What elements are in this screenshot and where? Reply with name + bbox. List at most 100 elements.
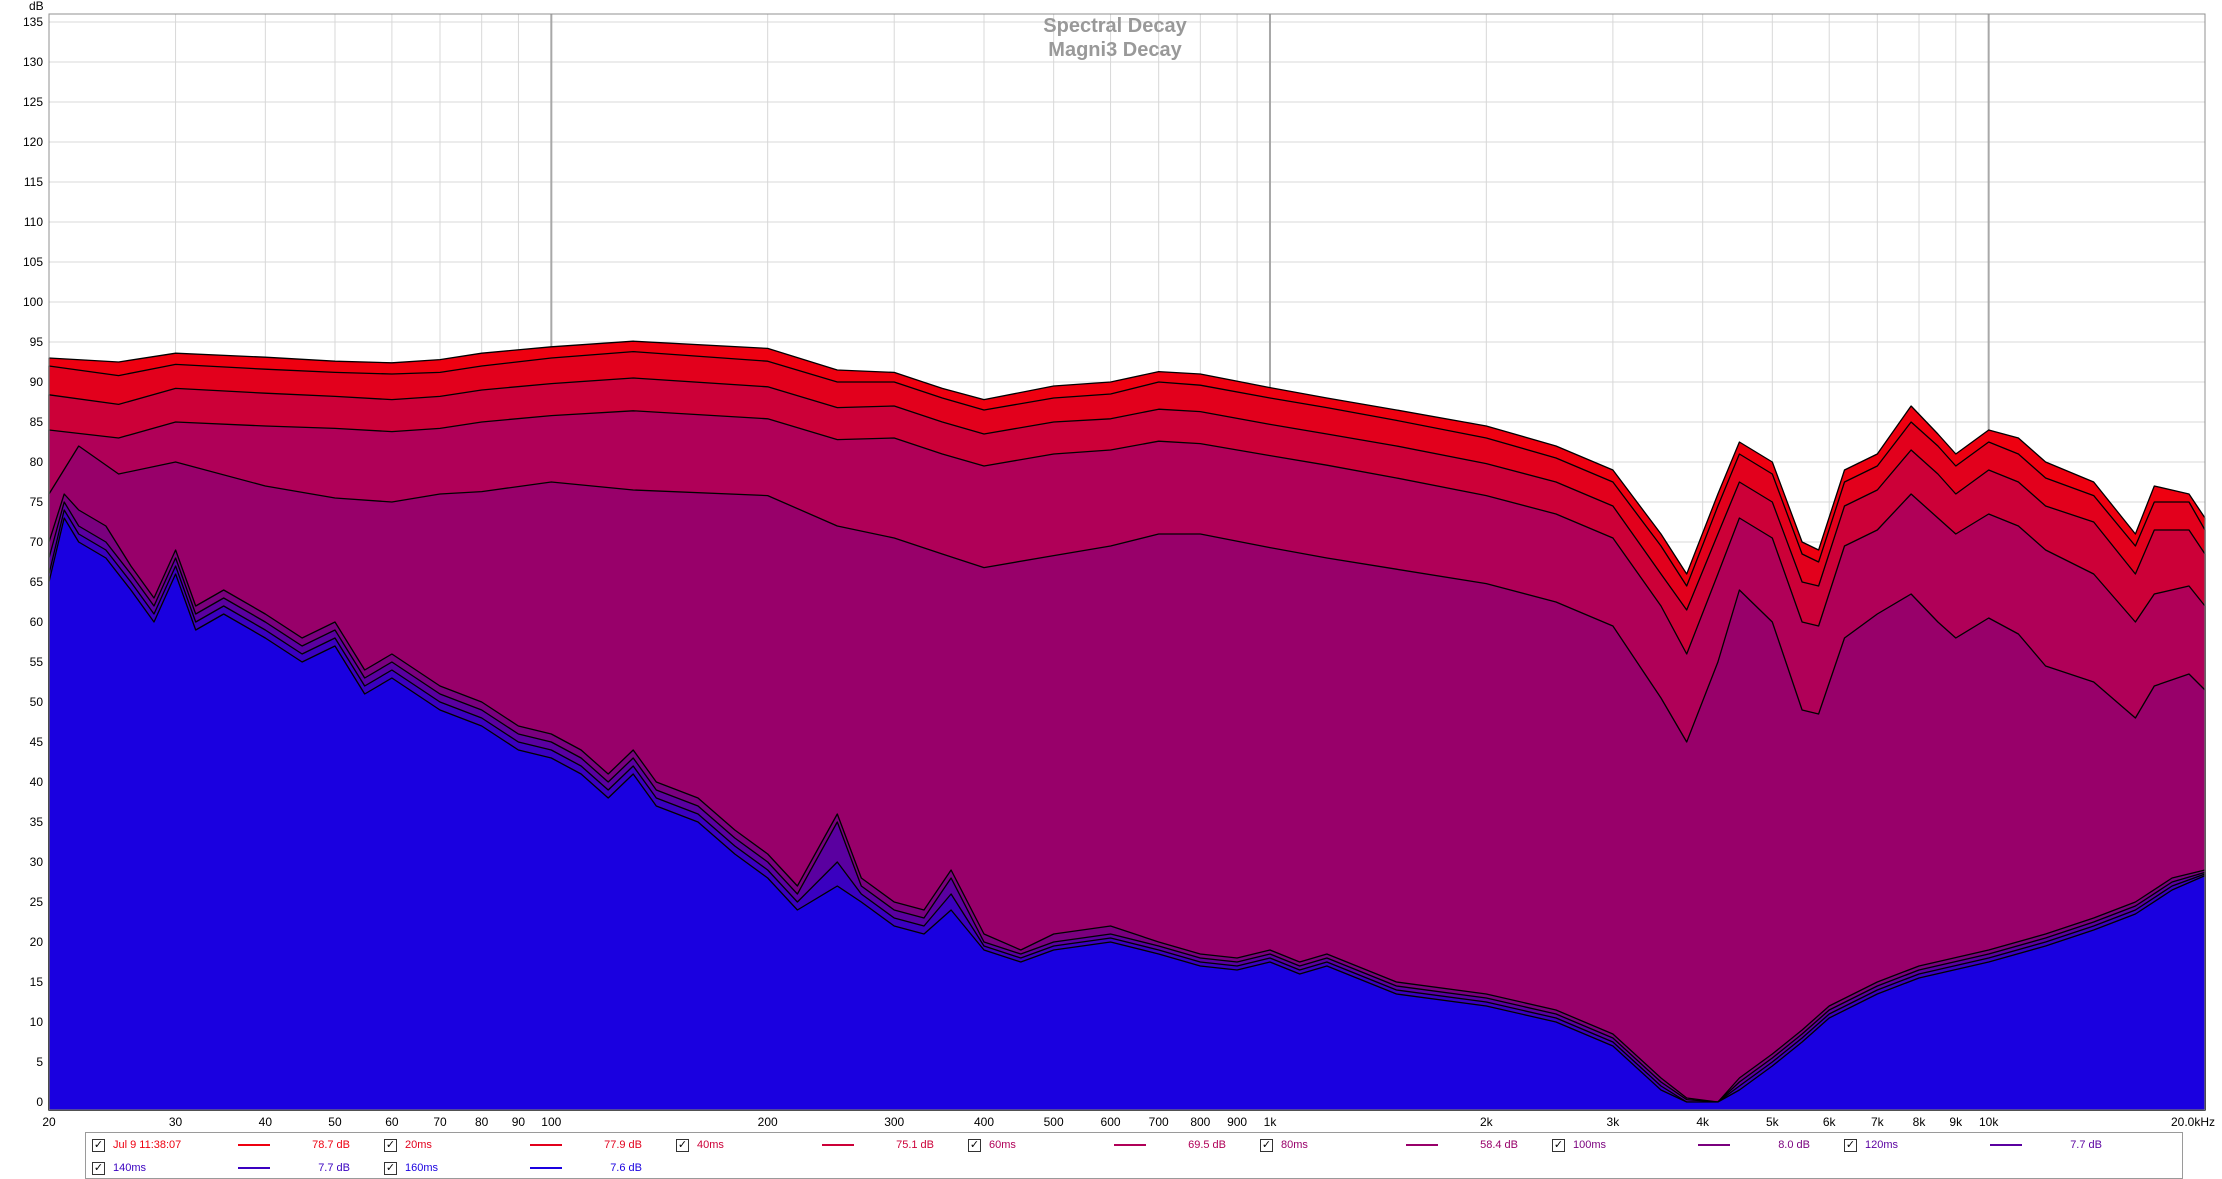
legend-checkbox[interactable]: ✓ <box>1552 1138 1565 1152</box>
x-tick-label: 30 <box>169 1115 183 1129</box>
legend-checkbox[interactable]: ✓ <box>384 1161 397 1175</box>
legend-series-value: 7.6 dB <box>610 1162 642 1174</box>
x-tick-label: 20 <box>42 1115 56 1129</box>
legend-series-name: 120ms <box>1865 1139 1899 1151</box>
legend-series-name: 20ms <box>405 1139 432 1151</box>
legend-series-value: 77.9 dB <box>604 1139 642 1151</box>
legend-series-value: 75.1 dB <box>896 1139 934 1151</box>
legend-line-swatch <box>238 1167 270 1169</box>
y-tick-label: 25 <box>30 895 44 909</box>
y-tick-label: 130 <box>23 55 43 69</box>
legend-series-name: Jul 9 11:38:07 <box>113 1139 182 1151</box>
y-tick-label: 90 <box>30 375 44 389</box>
legend-series-value: 7.7 dB <box>318 1162 350 1174</box>
legend-panel: ✓ Jul 9 11:38:07 78.7 dB ✓ 20ms 77.9 dB ✓ 40ms 7… <box>85 1132 2183 1179</box>
x-tick-label: 10k <box>1979 1115 1999 1129</box>
x-tick-label: 8k <box>1913 1115 1927 1129</box>
legend-series-name: 40ms <box>697 1139 724 1151</box>
x-tick-label: 7k <box>1871 1115 1885 1129</box>
decay-slice-160ms <box>48 517 2206 1111</box>
x-tick-label: 5k <box>1766 1115 1780 1129</box>
y-tick-label: 30 <box>30 855 44 869</box>
legend-line-swatch <box>1990 1144 2022 1146</box>
y-tick-label: 125 <box>23 95 43 109</box>
x-tick-label: 100 <box>541 1115 561 1129</box>
legend-series-name: 80ms <box>1281 1139 1308 1151</box>
y-tick-label: 60 <box>30 615 44 629</box>
x-tick-labels: 20 30 40 50 60 70 80 90 100 200 300 400 500 600 700 800… <box>42 1115 2215 1129</box>
legend-series-value: 58.4 dB <box>1480 1139 1518 1151</box>
legend-series-name: 140ms <box>113 1162 147 1174</box>
x-tick-label: 70 <box>433 1115 447 1129</box>
x-tick-label: 40 <box>259 1115 273 1129</box>
y-tick-label: 135 <box>23 15 43 29</box>
legend-line-swatch <box>530 1144 562 1146</box>
legend-line-swatch <box>238 1144 270 1146</box>
y-axis-label: dB <box>29 0 44 13</box>
legend-line-swatch <box>1406 1144 1438 1146</box>
plot-border <box>48 13 2206 1111</box>
legend-item: ✓ 100ms 8.0 dB <box>1552 1134 1810 1156</box>
legend-series-value: 78.7 dB <box>312 1139 350 1151</box>
legend-item: ✓ 140ms 7.7 dB <box>92 1157 350 1179</box>
y-tick-label: 10 <box>30 1015 44 1029</box>
y-tick-label: 80 <box>30 455 44 469</box>
y-tick-label: 35 <box>30 815 44 829</box>
x-tick-label: 6k <box>1823 1115 1837 1129</box>
legend-checkbox[interactable]: ✓ <box>92 1138 105 1152</box>
legend-item: ✓ 80ms 58.4 dB <box>1260 1134 1518 1156</box>
x-tick-label: 80 <box>475 1115 489 1129</box>
legend-series-name: 60ms <box>989 1139 1016 1151</box>
x-tick-label: 400 <box>974 1115 994 1129</box>
y-tick-label: 100 <box>23 295 43 309</box>
y-tick-label: 65 <box>30 575 44 589</box>
chart-subtitle: Magni3 Decay <box>1048 39 1182 61</box>
y-tick-label: 40 <box>30 775 44 789</box>
legend-series-name: 100ms <box>1573 1139 1607 1151</box>
x-tick-label: 700 <box>1149 1115 1169 1129</box>
legend-checkbox[interactable]: ✓ <box>92 1161 105 1175</box>
x-tick-label: 500 <box>1044 1115 1064 1129</box>
y-tick-label: 115 <box>24 175 43 189</box>
x-tick-label: 20.0kHz <box>2171 1115 2215 1129</box>
legend-series-value: 7.7 dB <box>2070 1139 2102 1151</box>
y-tick-labels: 0 5 10 15 20 25 30 35 40 45 50 55 60 65 70 75 80 85 90 95 10… <box>23 15 43 1109</box>
x-tick-label: 2k <box>1480 1115 1494 1129</box>
y-tick-label: 5 <box>36 1055 43 1069</box>
x-tick-label: 3k <box>1607 1115 1621 1129</box>
x-tick-label: 9k <box>1949 1115 1963 1129</box>
x-tick-label: 900 <box>1227 1115 1247 1129</box>
legend-series-value: 69.5 dB <box>1188 1139 1226 1151</box>
legend-line-swatch <box>822 1144 854 1146</box>
y-tick-label: 45 <box>30 735 44 749</box>
y-tick-label: 15 <box>30 975 44 989</box>
y-tick-label: 55 <box>30 655 44 669</box>
legend-series-name: 160ms <box>405 1162 439 1174</box>
y-tick-label: 0 <box>36 1095 43 1109</box>
decay-areas <box>48 340 2206 1111</box>
legend-line-swatch <box>530 1167 562 1169</box>
x-tick-label: 300 <box>884 1115 904 1129</box>
legend-checkbox[interactable]: ✓ <box>968 1138 981 1152</box>
legend-item: ✓ 120ms 7.7 dB <box>1844 1134 2102 1156</box>
x-tick-label: 200 <box>758 1115 778 1129</box>
y-tick-label: 120 <box>23 135 43 149</box>
chart-title: Spectral Decay <box>1043 15 1187 37</box>
legend-checkbox[interactable]: ✓ <box>384 1138 397 1152</box>
legend-checkbox[interactable]: ✓ <box>1844 1138 1857 1152</box>
x-tick-label: 1k <box>1264 1115 1278 1129</box>
x-tick-label: 60 <box>385 1115 399 1129</box>
legend-line-swatch <box>1114 1144 1146 1146</box>
y-tick-label: 110 <box>24 215 43 229</box>
legend-item: ✓ 160ms 7.6 dB <box>384 1157 642 1179</box>
legend-checkbox[interactable]: ✓ <box>1260 1138 1273 1152</box>
x-tick-label: 50 <box>328 1115 342 1129</box>
legend-checkbox[interactable]: ✓ <box>676 1138 689 1152</box>
y-tick-label: 95 <box>30 335 44 349</box>
y-tick-label: 85 <box>30 415 44 429</box>
legend-series-value: 8.0 dB <box>1778 1139 1810 1151</box>
legend-line-swatch <box>1698 1144 1730 1146</box>
y-tick-label: 20 <box>30 935 44 949</box>
legend-item: ✓ Jul 9 11:38:07 78.7 dB <box>92 1134 350 1156</box>
